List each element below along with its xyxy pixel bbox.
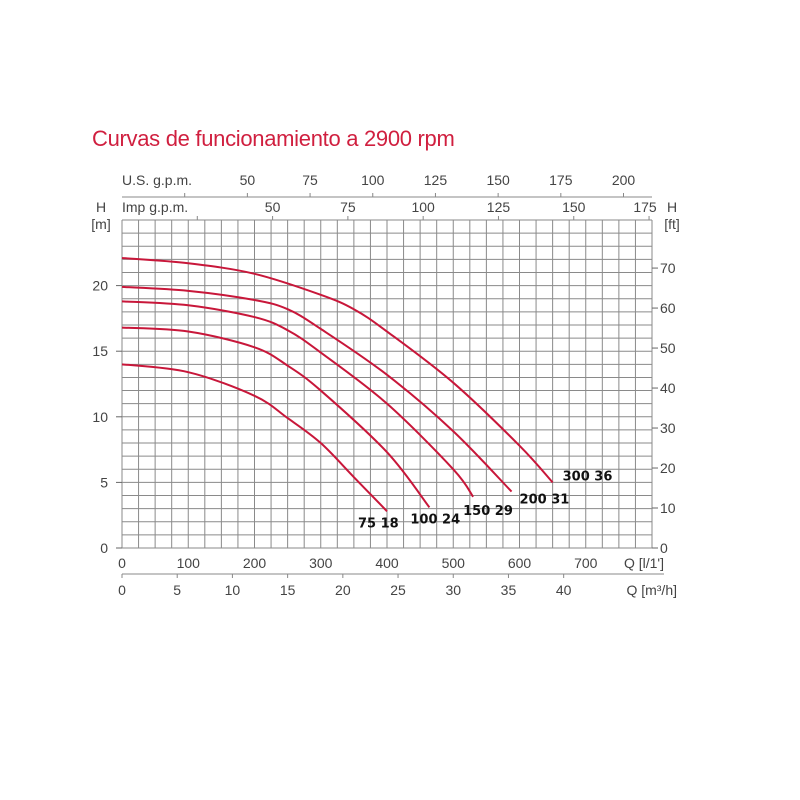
m3h-tick-label: 20 [335, 582, 351, 598]
y-tick-label: 10 [92, 409, 108, 425]
x-tick-label: 100 [177, 555, 201, 571]
imp-gpm-axis-label: Imp g.p.m. [122, 199, 188, 215]
m3h-tick-label: 25 [390, 582, 406, 598]
curve-label: 75 18 [358, 516, 399, 531]
y-right-tick-label: 70 [660, 260, 676, 276]
y-right-tick-label: 0 [660, 540, 668, 556]
x-tick-label: 0 [118, 555, 126, 571]
y-right-tick-label: 40 [660, 380, 676, 396]
us-gpm-tick-label: 50 [240, 172, 256, 188]
x-tick-label: 400 [375, 555, 399, 571]
curve-75-18 [121, 363, 388, 512]
us-gpm-tick-label: 200 [612, 172, 636, 188]
y-tick-label: 5 [100, 474, 108, 490]
m3h-tick-label: 35 [501, 582, 517, 598]
us-gpm-tick-label: 150 [486, 172, 510, 188]
x-tick-label: 700 [574, 555, 598, 571]
imp-gpm-tick-label: 50 [265, 199, 281, 215]
x-tick-label: 200 [243, 555, 267, 571]
curve-label: 100 24 [410, 512, 460, 527]
m3h-tick-label: 15 [280, 582, 296, 598]
x-tick-label: 600 [508, 555, 532, 571]
y-right-tick-label: 60 [660, 300, 676, 316]
y-axis-unit-right: [ft] [664, 216, 680, 232]
x-axis-label: Q [l/1'] [624, 555, 664, 571]
us-gpm-tick-label: 100 [361, 172, 385, 188]
y-axis-label-right: H [667, 199, 677, 215]
us-gpm-axis-label: U.S. g.p.m. [122, 172, 192, 188]
x-tick-label: 500 [442, 555, 466, 571]
imp-gpm-tick-label: 175 [633, 199, 657, 215]
imp-gpm-tick-label: 75 [340, 199, 356, 215]
y-tick-label: 20 [92, 278, 108, 294]
curve-label: 150 29 [463, 504, 513, 519]
y-tick-label: 0 [100, 540, 108, 556]
imp-gpm-tick-label: 100 [411, 199, 435, 215]
y-axis-unit-left: [m] [91, 216, 110, 232]
m3h-tick-label: 40 [556, 582, 572, 598]
curve-label: 200 31 [520, 493, 570, 508]
y-right-tick-label: 50 [660, 340, 676, 356]
curve-label: 300 36 [563, 469, 613, 484]
m3h-tick-label: 10 [225, 582, 241, 598]
imp-gpm-tick-label: 150 [562, 199, 586, 215]
us-gpm-tick-label: 75 [302, 172, 318, 188]
curve-200-31 [121, 285, 513, 493]
us-gpm-tick-label: 125 [424, 172, 448, 188]
m3h-axis-label: Q [m³/h] [626, 582, 677, 598]
y-tick-label: 15 [92, 343, 108, 359]
us-gpm-tick-label: 175 [549, 172, 573, 188]
m3h-tick-label: 30 [445, 582, 461, 598]
curve-100-24 [121, 326, 431, 508]
m3h-tick-label: 0 [118, 582, 126, 598]
m3h-tick-label: 5 [173, 582, 181, 598]
imp-gpm-tick-label: 125 [487, 199, 511, 215]
y-right-tick-label: 30 [660, 420, 676, 436]
curve-300-36 [121, 257, 554, 484]
y-axis-label-left: H [96, 199, 106, 215]
y-right-tick-label: 20 [660, 460, 676, 476]
x-tick-label: 300 [309, 555, 333, 571]
y-right-tick-label: 10 [660, 500, 676, 516]
chart-title: Curvas de funcionamiento a 2900 rpm [92, 126, 455, 151]
curve-150-29 [121, 300, 474, 498]
